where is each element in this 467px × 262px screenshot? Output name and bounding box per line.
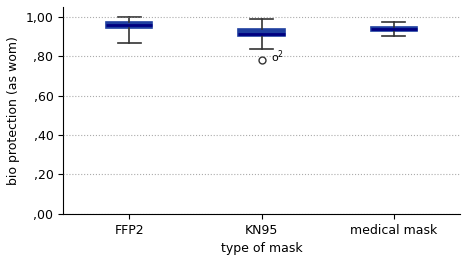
X-axis label: type of mask: type of mask <box>221 242 303 255</box>
Y-axis label: bio protection (as wom): bio protection (as wom) <box>7 36 20 185</box>
PathPatch shape <box>106 22 152 28</box>
PathPatch shape <box>371 27 417 31</box>
PathPatch shape <box>239 29 285 36</box>
Text: o$^2$: o$^2$ <box>271 48 284 64</box>
